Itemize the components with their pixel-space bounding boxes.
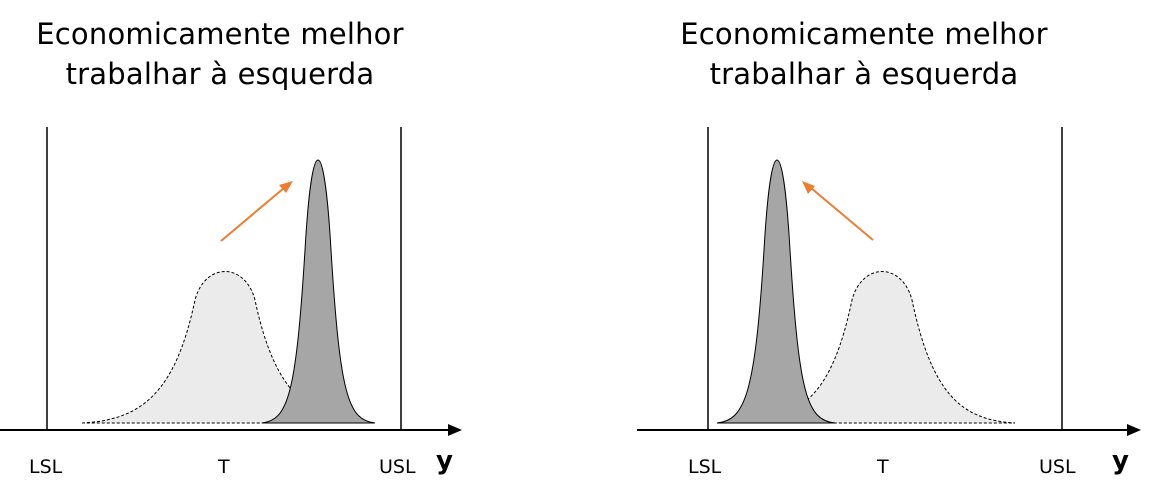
target-label: T: [877, 456, 889, 478]
shift-arrow: [810, 187, 874, 241]
title-line-2: trabalhar à esquerda: [65, 57, 375, 91]
usl-label: USL: [379, 456, 416, 478]
distribution-diagram: [0, 127, 462, 436]
diagram-panel-right: Economicamente melhor trabalhar à esquer…: [637, 0, 1157, 497]
lsl-label: LSL: [29, 456, 63, 478]
x-axis-arrowhead: [448, 424, 462, 436]
panel-title: Economicamente melhor trabalhar à esquer…: [0, 14, 455, 94]
narrow-distribution-curve: [716, 159, 836, 424]
wide-distribution-curve: [736, 271, 1016, 424]
x-axis-arrowhead: [1127, 424, 1141, 436]
narrow-distribution-curve: [261, 159, 376, 424]
distribution-diagram: [637, 127, 1141, 436]
usl-label: USL: [1039, 456, 1076, 478]
title-line-1: Economicamente melhor: [36, 17, 404, 51]
diagram-panel-left: Economicamente melhor trabalhar à esquer…: [0, 0, 520, 497]
title-line-1: Economicamente melhor: [680, 17, 1048, 51]
variable-label: y: [1112, 446, 1129, 476]
shift-arrowhead: [802, 181, 815, 194]
shift-arrowhead: [279, 181, 293, 193]
wide-distribution-curve: [81, 271, 369, 424]
shift-arrow: [220, 187, 285, 242]
panel-title: Economicamente melhor trabalhar à esquer…: [629, 14, 1099, 94]
target-label: T: [218, 456, 230, 478]
lsl-label: LSL: [688, 456, 722, 478]
title-line-2: trabalhar à esquerda: [709, 57, 1019, 91]
variable-label: y: [436, 446, 453, 476]
